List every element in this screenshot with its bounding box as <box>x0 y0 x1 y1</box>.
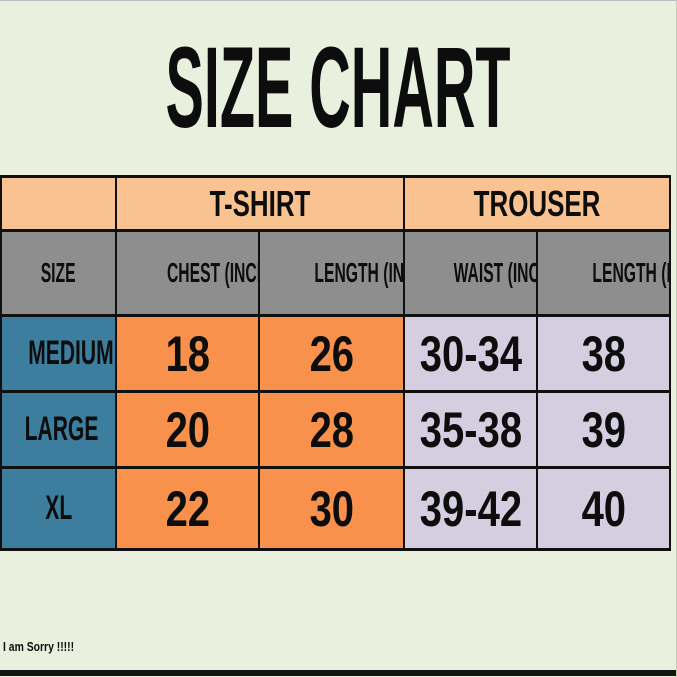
chest-value-cell: 20 <box>115 390 260 469</box>
tshirt-length-value-cell: 30 <box>258 466 405 551</box>
trouser-length-value-cell: 38 <box>535 314 672 393</box>
page-title: SIZE CHART <box>165 23 511 152</box>
waist-value-cell: 30-34 <box>403 314 538 393</box>
tshirt-length-value-cell: 26 <box>258 314 405 393</box>
column-header-waist: WAIST (INCHES) <box>403 229 538 317</box>
column-header-size: SIZE <box>0 229 117 317</box>
chest-value-cell: 18 <box>115 314 260 393</box>
column-header-trouser-length: LENGTH (INCHES) <box>535 229 672 317</box>
tshirt-length-value-cell: 28 <box>258 390 405 469</box>
group-header-row: T-SHIRT TROUSER <box>0 175 672 232</box>
column-header-tshirt-length: LENGTH (INCHES) <box>258 229 405 317</box>
waist-value-cell: 35-38 <box>403 390 538 469</box>
trouser-length-value-cell: 40 <box>535 466 672 551</box>
waist-value-cell: 39-42 <box>403 466 538 551</box>
table-row-large: LARGE 20 28 35-38 39 <box>0 390 672 469</box>
title-area: SIZE CHART <box>0 1 676 175</box>
size-label-cell: MEDIUM <box>0 314 117 393</box>
column-header-row: SIZE CHEST (INCHES) LENGTH (INCHES) WAIS… <box>0 229 672 317</box>
footer-note: I am Sorry !!!!! <box>3 639 75 654</box>
group-header-trouser: TROUSER <box>402 175 672 232</box>
size-chart-table: T-SHIRT TROUSER SIZE CHEST (INCHES) LENG… <box>0 175 672 551</box>
table-row-xl: XL 22 30 39-42 40 <box>0 466 672 551</box>
column-header-chest: CHEST (INCHES) <box>115 229 260 317</box>
group-header-tshirt: T-SHIRT <box>115 175 405 232</box>
size-label-cell: LARGE <box>0 390 117 469</box>
chest-value-cell: 22 <box>115 466 260 551</box>
table-row-medium: MEDIUM 18 26 30-34 38 <box>0 314 672 393</box>
tshirt-group-label: T-SHIRT <box>209 182 311 224</box>
size-label-cell: XL <box>0 466 117 551</box>
corner-blank-cell <box>0 175 117 232</box>
bottom-bar <box>0 670 676 676</box>
trouser-group-label: TROUSER <box>473 182 601 224</box>
trouser-length-value-cell: 39 <box>535 390 672 469</box>
